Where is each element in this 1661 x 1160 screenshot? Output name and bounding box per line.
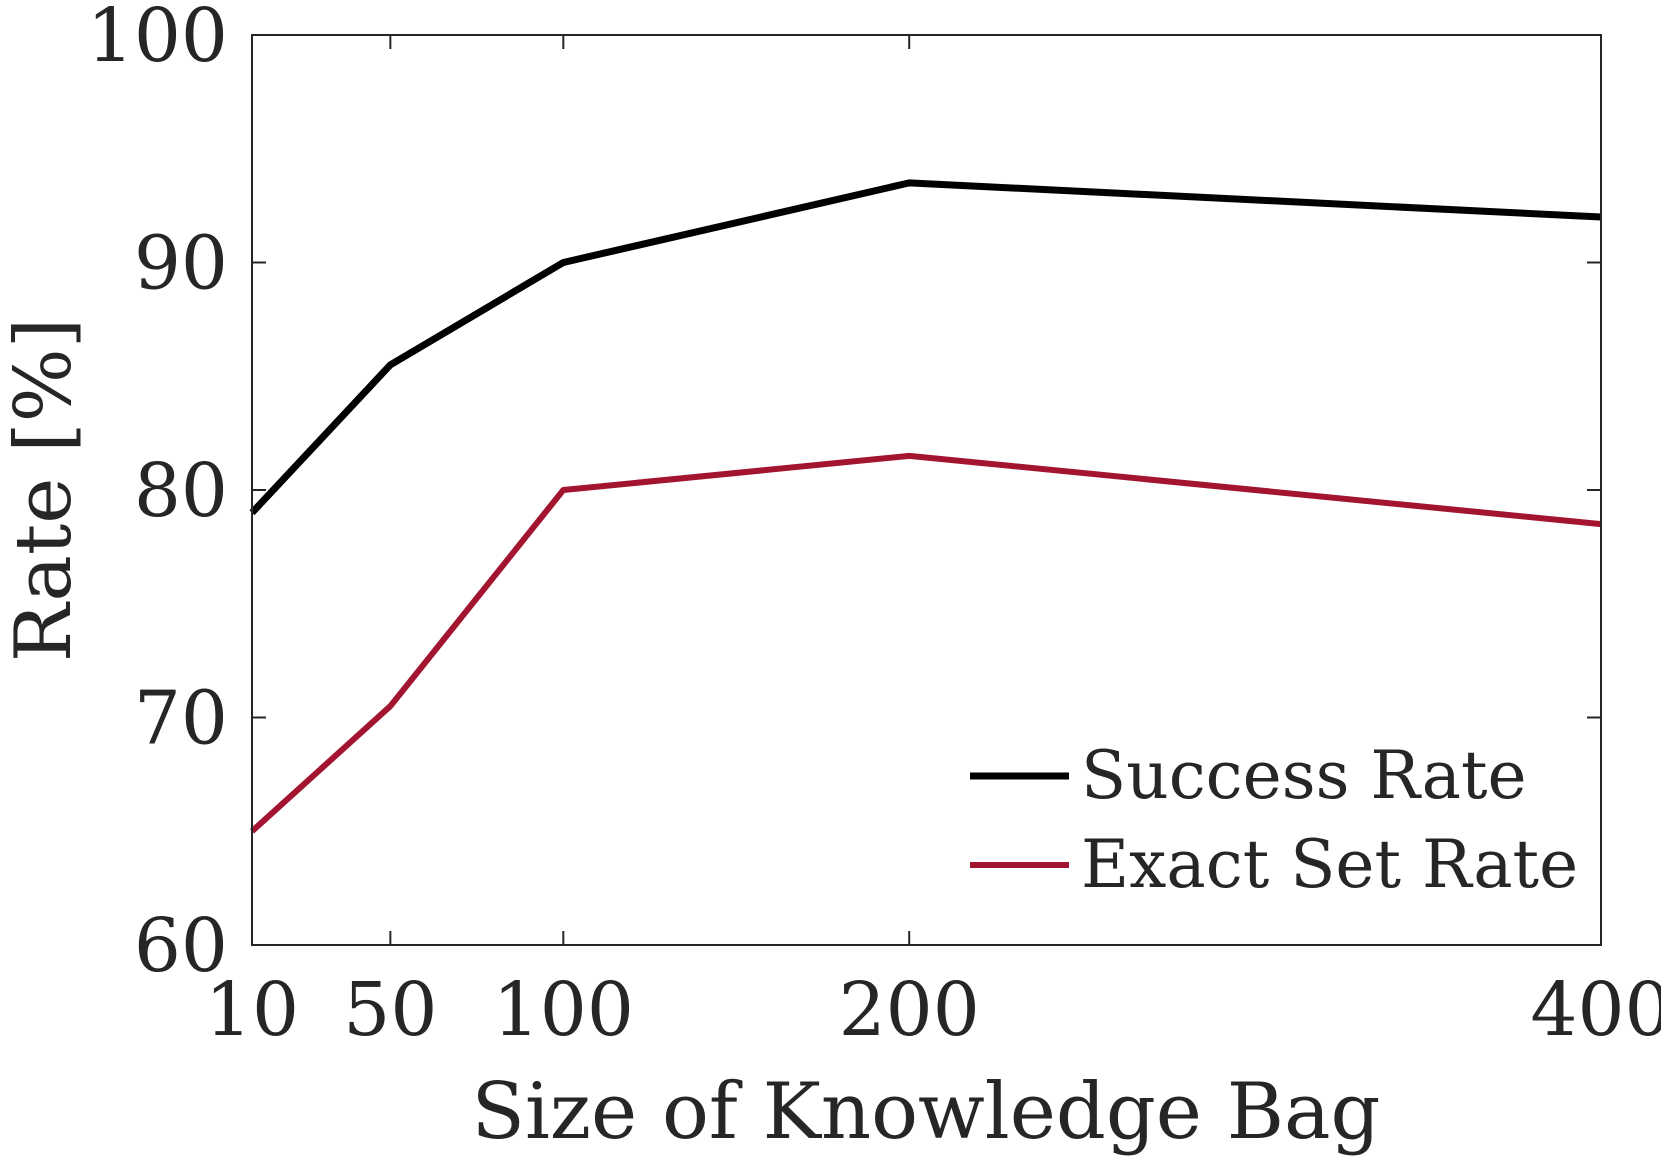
y-axis-title: Rate [%] bbox=[0, 318, 89, 662]
plot-frame bbox=[251, 34, 1602, 946]
y-tick-label: 70 bbox=[134, 676, 228, 762]
x-tick-label: 200 bbox=[839, 967, 980, 1053]
y-tick-label: 90 bbox=[134, 221, 228, 307]
series-line-exact-set-rate bbox=[249, 452, 1602, 834]
series-layer bbox=[249, 179, 1602, 834]
x-tick-label: 50 bbox=[343, 967, 437, 1053]
x-tick-label: 10 bbox=[205, 967, 299, 1053]
legend-label: Success Rate bbox=[1081, 737, 1527, 814]
legend-label: Exact Set Rate bbox=[1081, 826, 1578, 903]
y-tick-labels: 60 70 80 90 100 bbox=[87, 0, 228, 989]
y-tick-label: 60 bbox=[134, 903, 228, 989]
y-tick-label: 80 bbox=[134, 448, 228, 534]
legend: Success Rate Exact Set Rate bbox=[970, 737, 1578, 903]
x-tick-labels: 10 50 100 200 400 bbox=[205, 967, 1661, 1053]
x-tick-label: 100 bbox=[493, 967, 634, 1053]
y-tick-label: 100 bbox=[87, 0, 228, 79]
x-tick-label: 400 bbox=[1530, 967, 1661, 1053]
x-axis-title: Size of Knowledge Bag bbox=[472, 1067, 1381, 1157]
series-line-success-rate bbox=[249, 179, 1602, 516]
